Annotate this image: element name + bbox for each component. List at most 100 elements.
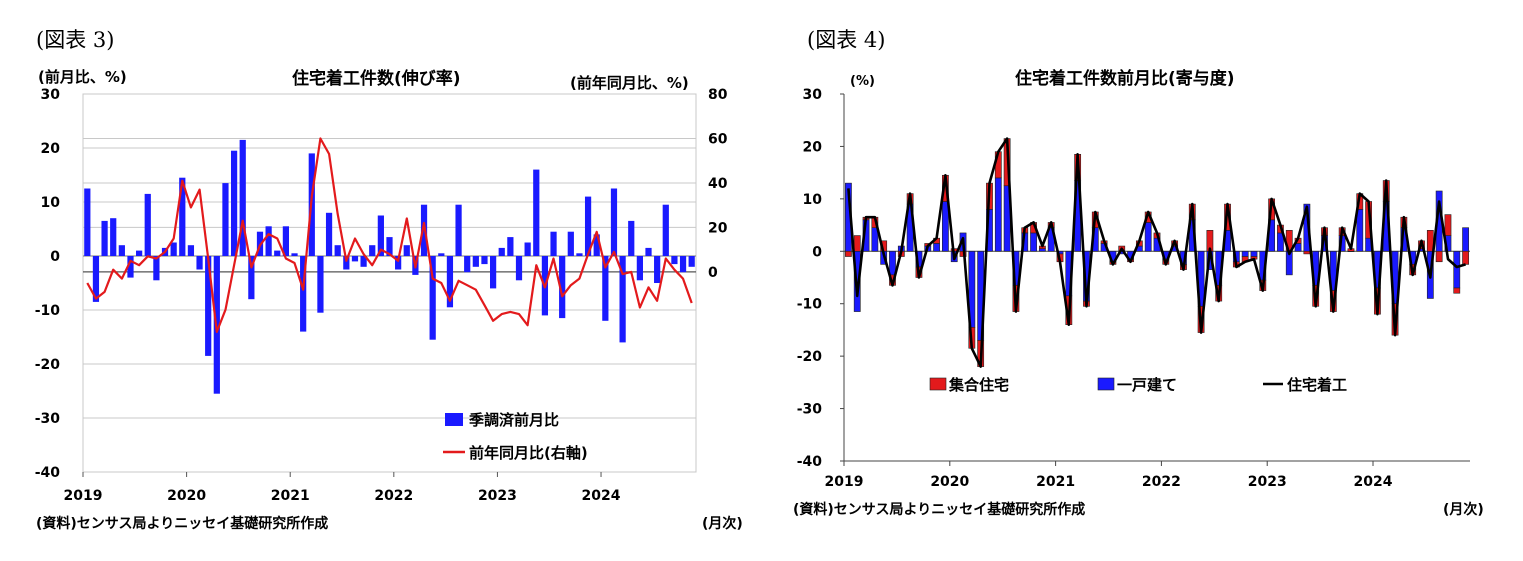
y-left-tick-label: 10 bbox=[41, 195, 61, 211]
bar bbox=[464, 256, 471, 273]
bar bbox=[489, 256, 497, 289]
bar bbox=[179, 177, 186, 256]
yoy-line bbox=[86, 137, 693, 333]
figure-4: (図表 4) 住宅着工件数前月比(寄与度) (%) 30 20 10 0 -10 -20 -… bbox=[763, 0, 1523, 561]
bar bbox=[481, 256, 488, 265]
figure-3-source: (資料)センサス局よりニッセイ基礎研究所作成 bbox=[36, 516, 329, 532]
bar bbox=[395, 256, 402, 270]
figure-4-title: 住宅着工件数前月比(寄与度) bbox=[1015, 69, 1235, 89]
bar bbox=[248, 256, 255, 300]
y-right-tick-label: 80 bbox=[708, 87, 728, 103]
y-tick-label: 20 bbox=[803, 139, 823, 155]
bar bbox=[334, 245, 341, 256]
bar bbox=[671, 256, 678, 265]
legend-label-multi-family: 集合住宅 bbox=[948, 376, 1009, 394]
bar bbox=[688, 256, 695, 267]
bar bbox=[343, 256, 350, 270]
bar bbox=[360, 256, 367, 267]
bar bbox=[222, 183, 229, 256]
bar bbox=[507, 237, 514, 256]
x-tick-label: 2023 bbox=[478, 488, 517, 504]
bar bbox=[196, 256, 203, 270]
bar bbox=[576, 253, 583, 256]
bar-single-family bbox=[1038, 248, 1046, 252]
y-right-tick-label: 0 bbox=[708, 265, 718, 281]
x-tick-label: 2024 bbox=[1354, 474, 1393, 490]
bar bbox=[567, 231, 574, 256]
bar bbox=[636, 256, 643, 281]
x-tick-label: 2020 bbox=[167, 488, 206, 504]
legend-label-bar: 季調済前月比 bbox=[469, 411, 559, 429]
figure-3-chart: 30 20 10 0 -10 -20 -30 -40 80 60 40 20 0 2019 2020 2021… bbox=[35, 87, 728, 504]
x-tick-label: 2021 bbox=[1036, 474, 1075, 490]
bar bbox=[351, 256, 359, 262]
bar-multi-family bbox=[1462, 250, 1469, 265]
y-left-tick-label: -40 bbox=[35, 465, 61, 481]
bar bbox=[205, 256, 212, 356]
bar bbox=[533, 169, 540, 256]
x-tick-label: 2022 bbox=[374, 488, 413, 504]
figure-4-label: (図表 4) bbox=[807, 28, 886, 52]
y-left-tick-label: 0 bbox=[50, 249, 60, 265]
x-tick-label: 2020 bbox=[930, 474, 969, 490]
bar bbox=[593, 234, 600, 256]
x-tick-label: 2023 bbox=[1248, 474, 1287, 490]
bar-multi-family bbox=[853, 235, 861, 252]
bar bbox=[515, 256, 523, 281]
bar bbox=[369, 245, 376, 256]
bar-single-family bbox=[889, 250, 896, 276]
bar bbox=[239, 139, 246, 256]
y-left-tick-label: -30 bbox=[35, 411, 61, 427]
y-right-tick-label: 20 bbox=[708, 220, 728, 236]
legend-label-line: 前年同月比(右軸) bbox=[469, 444, 588, 462]
legend-label-single-family: 一戸建て bbox=[1117, 376, 1177, 394]
bar-single-family bbox=[1250, 250, 1258, 257]
bar-single-family bbox=[1453, 250, 1461, 289]
bar bbox=[265, 226, 272, 256]
y-tick-label: 10 bbox=[803, 192, 823, 208]
bar bbox=[446, 256, 454, 308]
x-tick-label: 2024 bbox=[582, 488, 621, 504]
bar bbox=[230, 150, 238, 256]
bar bbox=[300, 256, 307, 332]
bar bbox=[645, 247, 652, 256]
bar bbox=[317, 256, 324, 313]
y-left-tick-label: -10 bbox=[35, 303, 61, 319]
bar bbox=[325, 212, 333, 256]
y-tick-label: -40 bbox=[797, 454, 823, 470]
bar bbox=[153, 256, 160, 281]
x-tick-label: 2019 bbox=[64, 488, 103, 504]
x-tick-label: 2022 bbox=[1142, 474, 1181, 490]
y-left-tick-label: 20 bbox=[41, 141, 61, 157]
bar-single-family bbox=[1241, 250, 1249, 257]
x-tick-label: 2021 bbox=[271, 488, 310, 504]
bar bbox=[584, 196, 592, 256]
y-left-tick-label: -20 bbox=[35, 357, 61, 373]
bar-single-family bbox=[1144, 222, 1152, 252]
bar-single-family bbox=[1462, 227, 1469, 252]
y-tick-label: -20 bbox=[797, 349, 823, 365]
figure-3-label: (図表 3) bbox=[36, 28, 115, 52]
y-right-tick-label: 60 bbox=[708, 131, 728, 147]
bar bbox=[498, 247, 505, 256]
bar bbox=[291, 253, 298, 256]
figure-3-left-axis-unit: (前月比、%) bbox=[38, 68, 127, 86]
bar bbox=[170, 242, 177, 256]
bar-multi-family bbox=[1435, 250, 1443, 263]
x-tick-label: 2019 bbox=[825, 474, 864, 490]
bar-single-family bbox=[994, 177, 1002, 252]
bar bbox=[420, 204, 428, 256]
bar bbox=[187, 245, 195, 256]
legend-label-housing-starts: 住宅着工 bbox=[1287, 376, 1347, 394]
bar bbox=[550, 231, 557, 256]
bar bbox=[136, 250, 143, 256]
bar bbox=[274, 250, 281, 256]
y-right-tick-label: 40 bbox=[708, 176, 728, 192]
y-tick-label: -30 bbox=[797, 402, 823, 418]
bar bbox=[524, 242, 531, 256]
y-tick-label: 0 bbox=[812, 244, 822, 260]
y-tick-label: 30 bbox=[803, 87, 823, 103]
bar bbox=[455, 204, 462, 256]
bar bbox=[101, 220, 108, 256]
